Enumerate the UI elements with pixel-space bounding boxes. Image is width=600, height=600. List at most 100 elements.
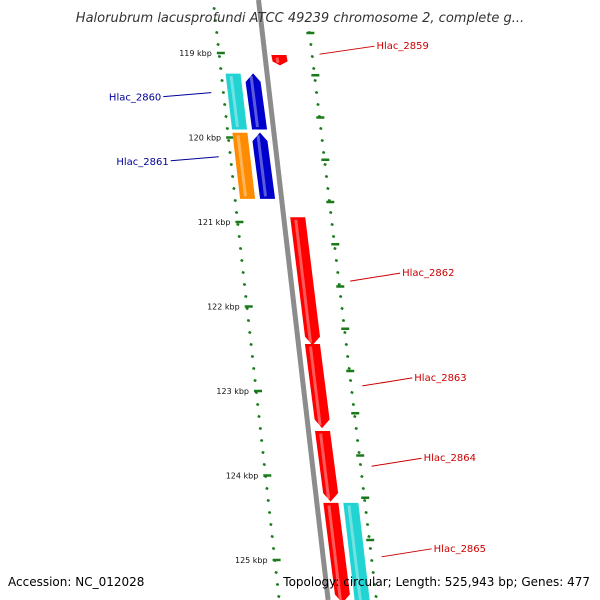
tick-dot [267, 510, 272, 515]
gene-label: Hlac_2860 [109, 93, 161, 104]
tick-dot [355, 438, 360, 443]
tick-dot [259, 438, 264, 443]
tick-dot [321, 150, 326, 155]
tick-dot [346, 354, 350, 359]
tick-dot [219, 66, 223, 71]
tick-dot [323, 162, 327, 167]
kbp-tick-label: 120 kbp [189, 134, 222, 143]
tick-dot [229, 162, 234, 167]
kbp-tick-label: 125 kbp [235, 556, 268, 565]
tick-dot [277, 594, 281, 599]
tick-dot [248, 330, 252, 335]
tick-dot [216, 42, 220, 47]
tick-dot [348, 378, 353, 383]
tick-dot [250, 354, 255, 359]
label-leader [319, 45, 375, 55]
label-leader [362, 377, 413, 387]
gene-highlight [275, 57, 280, 64]
gene-features [225, 55, 370, 600]
kbp-tick-label: 119 kbp [179, 49, 212, 58]
label-leader [381, 548, 432, 558]
gene-label: Hlac_2865 [434, 544, 486, 555]
tick-dot [331, 234, 336, 239]
tick-dot [233, 198, 237, 203]
topology-label: Topology: circular; Length: 525,943 bp; … [282, 575, 590, 589]
label-leader [350, 272, 401, 282]
tick-dot [253, 378, 257, 383]
tick-dot [320, 138, 324, 143]
gene-label: Hlac_2859 [377, 41, 429, 52]
accession-label: Accession: NC_012028 [8, 575, 144, 589]
tick-dot [371, 570, 375, 575]
gene-arrow [252, 132, 276, 199]
tick-dot [217, 54, 222, 59]
tick-dot [374, 594, 378, 599]
gene-arrow [343, 502, 370, 600]
tick-dot [245, 306, 249, 311]
tick-dot [361, 486, 366, 491]
tick-dot [330, 222, 334, 227]
tick-dot [221, 90, 226, 95]
tick-dot [338, 294, 343, 299]
gene-arrow [323, 502, 350, 600]
tick-dot [314, 90, 319, 95]
tick-dot [313, 78, 317, 83]
map-title: Halorubrum lacusprofundi ATCC 49239 chro… [76, 11, 524, 26]
tick-dot [266, 498, 270, 503]
gene-arrow [290, 217, 321, 346]
gene-highlight [236, 135, 248, 197]
tick-dot [368, 546, 373, 551]
kbp-tick-label: 123 kbp [216, 387, 249, 396]
tick-dot [370, 558, 374, 563]
label-leader [170, 156, 219, 162]
gene-highlight [308, 346, 322, 426]
tick-dot [258, 426, 263, 431]
tick-dot [329, 210, 333, 215]
tick-dot [252, 366, 256, 371]
gene-label: Hlac_2864 [424, 453, 476, 464]
tick-dot [241, 270, 245, 275]
tick-dot [360, 474, 364, 479]
tick-dot [213, 18, 218, 23]
tick-dot [271, 546, 276, 551]
tick-dot [364, 510, 368, 515]
tick-dot [222, 102, 227, 107]
kbp-tick-label: 121 kbp [198, 218, 231, 227]
gene-label: Hlac_2861 [116, 157, 168, 168]
chromosome-backbone [256, 0, 331, 600]
label-leader [371, 457, 422, 467]
gene-arrow [245, 73, 268, 130]
tick-dot [354, 426, 358, 431]
gene-highlight [319, 433, 331, 500]
tick-dot [246, 318, 251, 323]
tick-dot [310, 54, 315, 59]
tick-dot [257, 414, 261, 419]
tick-dot [274, 570, 278, 575]
kbp-tick-label: 124 kbp [226, 472, 259, 481]
kbp-tick-marks: 119 kbp 120 kbp 121 kbp 122 kbp 123 kbp 124 k… [179, 6, 378, 599]
tick-dot [357, 450, 361, 455]
tick-dot [336, 270, 340, 275]
tick-dot [367, 534, 371, 539]
gene-label: Hlac_2862 [402, 268, 454, 279]
gene-labels: Hlac_2859 Hlac_2860 Hlac_2861 Hlac_2862 Hlac… [109, 41, 486, 558]
tick-dot [237, 234, 241, 239]
tick-dot [226, 138, 231, 143]
gene-highlight [347, 505, 362, 600]
gene-highlight [327, 505, 342, 600]
tick-dot [232, 186, 236, 191]
tick-dot [225, 126, 230, 131]
tick-dot [244, 294, 248, 299]
tick-dot [224, 114, 228, 119]
tick-dot [347, 366, 351, 371]
tick-dot [316, 102, 320, 107]
tick-dot [275, 582, 280, 587]
tick-dot [343, 330, 347, 335]
tick-dot [255, 402, 260, 407]
tick-dot [265, 486, 269, 491]
gene-arrow [232, 132, 256, 199]
tick-dot [228, 150, 232, 155]
tick-dot [333, 246, 337, 251]
tick-dot [242, 282, 247, 287]
